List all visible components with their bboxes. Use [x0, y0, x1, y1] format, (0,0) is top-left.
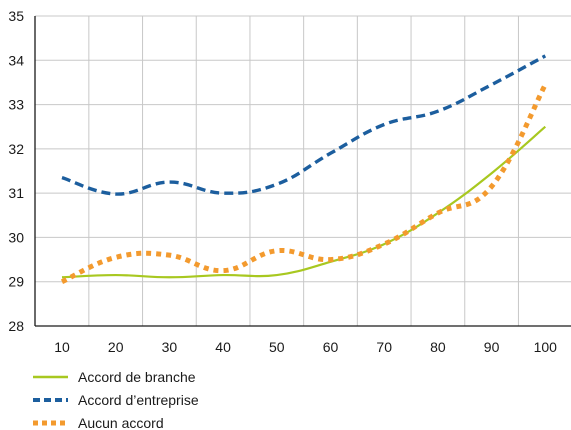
x-tick-label: 90 [484, 339, 500, 355]
y-axis-ticks: 28 29 30 31 32 33 34 35 [8, 8, 24, 334]
series-line-1 [61, 54, 547, 196]
x-tick-label: 80 [430, 339, 446, 355]
x-tick-label: 10 [54, 339, 70, 355]
grid-lines [35, 15, 571, 326]
y-tick-label: 34 [8, 52, 24, 68]
series-lines [60, 54, 548, 284]
x-tick-label: 60 [323, 339, 339, 355]
x-axis-ticks: 10 20 30 40 50 60 70 80 90 100 [54, 339, 557, 355]
x-tick-label: 50 [269, 339, 285, 355]
legend-label-2: Aucun accord [78, 415, 164, 430]
y-tick-label: 35 [8, 8, 24, 24]
x-tick-label: 40 [215, 339, 231, 355]
x-tick-label: 30 [162, 339, 178, 355]
series-line-0 [61, 125, 547, 279]
y-tick-label: 29 [8, 274, 24, 290]
legend-label-1: Accord d’entreprise [78, 392, 199, 408]
y-tick-label: 32 [8, 141, 24, 157]
legend-label-0: Accord de branche [78, 369, 196, 385]
y-tick-label: 31 [8, 185, 24, 201]
series-line-2 [60, 83, 548, 284]
legend: Accord de branche Accord d’entreprise Aucu… [33, 369, 199, 430]
y-tick-label: 28 [8, 318, 24, 334]
axes [34, 16, 571, 327]
y-tick-label: 30 [8, 229, 24, 245]
x-tick-label: 70 [376, 339, 392, 355]
x-tick-label: 20 [108, 339, 124, 355]
y-tick-label: 33 [8, 97, 24, 113]
x-tick-label: 100 [534, 339, 558, 355]
